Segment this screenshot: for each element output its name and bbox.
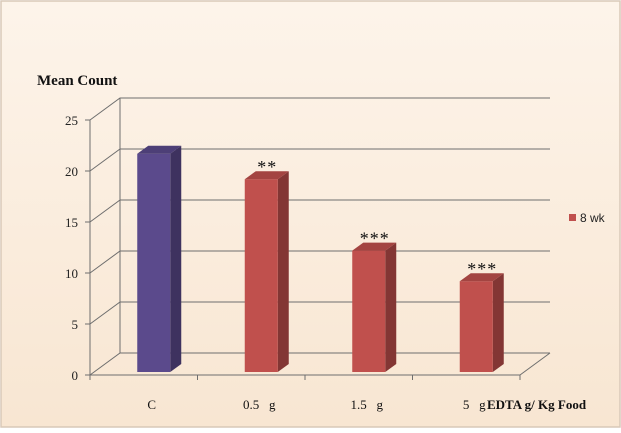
bar-top (459, 273, 504, 282)
y-tick-label: 0 (72, 368, 79, 383)
bar (352, 242, 397, 372)
y-tick-label: 20 (65, 164, 78, 179)
bar-side (170, 145, 182, 372)
significance-label: *** (360, 229, 390, 249)
y-tick-label: 10 (65, 266, 78, 281)
bar-side (385, 242, 397, 372)
y-ticks: 0 5 10 15 20 25 (65, 113, 90, 383)
floor-edge (519, 352, 551, 376)
bar-top (352, 242, 397, 251)
bar-top (137, 145, 182, 154)
axes (89, 98, 551, 380)
significance-label: ** (257, 157, 277, 177)
bar (244, 171, 289, 372)
significance-annotations: ******** (257, 157, 497, 279)
bar-front (459, 281, 493, 372)
bar (137, 145, 182, 372)
bar-front (352, 250, 386, 372)
bar-front (244, 179, 278, 372)
x-axis-label: EDTA g/ Kg Food (487, 397, 587, 412)
significance-label: *** (467, 259, 497, 279)
bar-side (492, 273, 504, 372)
x-tick-label: 0.5 g (243, 397, 276, 412)
y-axis-label: Mean Count (37, 73, 117, 89)
x-tick-label: 5 g (463, 397, 486, 412)
x-tick-label: 1.5 g (351, 397, 384, 412)
y-tick-label: 25 (65, 113, 78, 128)
x-tick-labels: C 0.5 g 1.5 g 5 g (147, 397, 486, 412)
y-tick-label: 5 (72, 317, 79, 332)
bar-top (244, 171, 289, 180)
legend-swatch-8wk (569, 214, 576, 221)
x-tick-label: C (147, 397, 156, 412)
bar (459, 273, 504, 372)
y-tick-label: 15 (65, 215, 78, 230)
bar-front (137, 153, 171, 372)
bar-side (277, 171, 289, 372)
legend-label-8wk: 8 wk (580, 211, 606, 225)
bars (137, 145, 504, 372)
legend: 8 wk (569, 211, 606, 225)
